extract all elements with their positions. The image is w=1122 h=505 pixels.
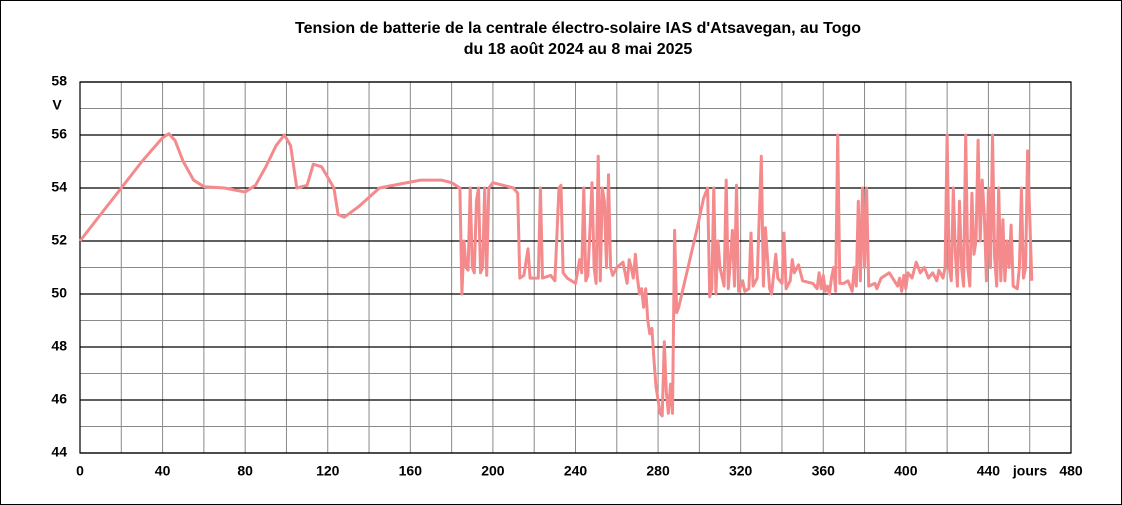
y-tick-label: 44 (51, 444, 67, 460)
chart-subtitle: du 18 août 2024 au 8 mai 2025 (464, 41, 693, 58)
x-tick-label: 480 (1059, 463, 1083, 479)
y-tick-label: 48 (51, 338, 67, 354)
y-tick-label: 58 (51, 73, 67, 89)
x-tick-label: 0 (76, 463, 84, 479)
x-tick-label: 360 (812, 463, 836, 479)
x-tick-label: 240 (564, 463, 588, 479)
x-tick-label: 160 (399, 463, 423, 479)
chart-title: Tension de batterie de la centrale élect… (295, 20, 861, 37)
x-tick-label: 80 (237, 463, 253, 479)
y-tick-label: 50 (51, 285, 67, 301)
y-axis-label: V (52, 97, 62, 113)
x-tick-label: 120 (316, 463, 340, 479)
y-tick-label: 52 (51, 232, 67, 248)
plot-border (79, 81, 1072, 454)
line-series (78, 132, 1034, 418)
x-tick-label: 440 (977, 463, 1001, 479)
x-tick-label: 320 (729, 463, 753, 479)
y-tick-label: 56 (51, 126, 67, 142)
x-tick-label: 40 (155, 463, 171, 479)
y-tick-label: 54 (51, 179, 67, 195)
x-tick-label: 200 (481, 463, 505, 479)
x-tick-label: 280 (646, 463, 670, 479)
x-tick-label: 400 (894, 463, 918, 479)
x-axis-label: jours (1012, 463, 1047, 479)
y-tick-label: 46 (51, 391, 67, 407)
